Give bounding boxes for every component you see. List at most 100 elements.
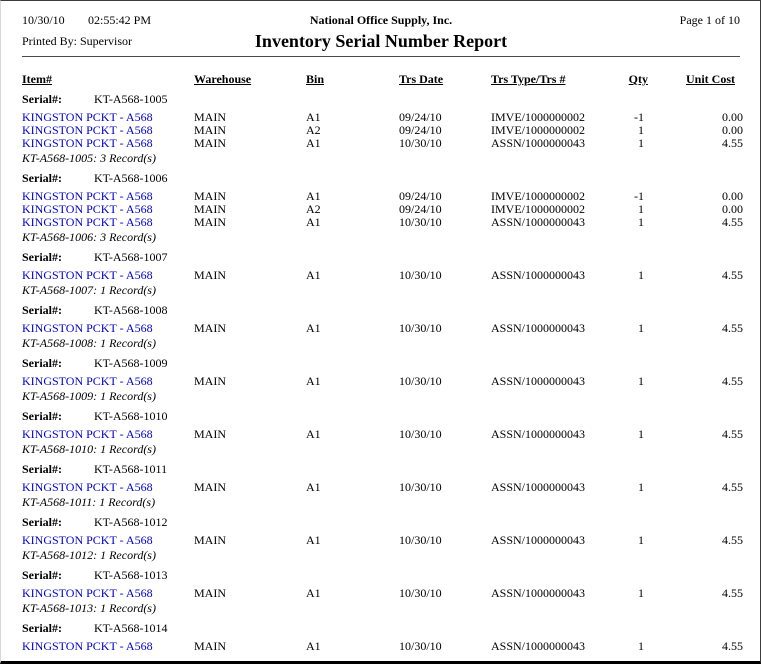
qty-cell: 1 [638,427,644,441]
table-row: KINGSTON PCKT - A568 MAIN A1 09/24/10 IM… [22,111,760,124]
item-link[interactable]: KINGSTON PCKT - A568 [22,136,153,150]
serial-line: Serial#: KT-A568-1012 [22,516,760,529]
section-summary: KT-A568-1007: 1 Record(s) [22,283,156,297]
qty-cell: 1 [638,533,644,547]
column-header-trs-date: Trs Date [399,72,444,86]
serial-value: KT-A568-1008 [94,303,168,317]
serial-label: Serial#: [22,250,62,264]
warehouse-cell: MAIN [194,586,226,600]
trs-date-cell: 09/24/10 [399,202,442,216]
serial-label: Serial#: [22,568,62,582]
column-header-trs-type: Trs Type/Trs # [491,72,566,86]
unit-cost-cell: 4.55 [722,586,743,600]
printed-by: Printed By: Supervisor [22,34,132,48]
warehouse-cell: MAIN [194,639,226,653]
company-name: National Office Supply, Inc. [309,13,453,27]
column-header-unit-cost: Unit Cost [685,72,735,86]
trs-date-cell: 10/30/10 [399,480,442,494]
section-summary: KT-A568-1006: 3 Record(s) [22,230,156,244]
serial-section: Serial#: KT-A568-1011 KINGSTON PCKT - A56… [1,463,760,509]
item-link[interactable]: KINGSTON PCKT - A568 [22,374,153,388]
trs-type-cell: ASSN/1000000043 [491,215,586,229]
trs-date-cell: 10/30/10 [399,215,442,229]
warehouse-cell: MAIN [194,136,226,150]
column-header-bin: Bin [306,72,325,86]
item-link[interactable]: KINGSTON PCKT - A568 [22,480,153,494]
warehouse-cell: MAIN [194,202,226,216]
item-link[interactable]: KINGSTON PCKT - A568 [22,533,153,547]
serial-label: Serial#: [22,92,62,106]
serial-section: Serial#: KT-A568-1010 KINGSTON PCKT - A56… [1,410,760,456]
serial-line: Serial#: KT-A568-1014 [22,622,760,635]
trs-type-cell: IMVE/1000000002 [491,189,585,203]
item-link[interactable]: KINGSTON PCKT - A568 [22,123,153,137]
qty-cell: 1 [638,268,644,282]
trs-type-cell: ASSN/1000000043 [491,374,586,388]
item-link[interactable]: KINGSTON PCKT - A568 [22,110,153,124]
bin-cell: A1 [306,268,321,282]
trs-date-cell: 10/30/10 [399,136,442,150]
unit-cost-cell: 0.00 [722,189,743,203]
unit-cost-cell: 4.55 [722,215,743,229]
item-link[interactable]: KINGSTON PCKT - A568 [22,586,153,600]
section-summary: KT-A568-1008: 1 Record(s) [22,336,156,350]
section-summary: KT-A568-1012: 1 Record(s) [22,548,156,562]
warehouse-cell: MAIN [194,268,226,282]
unit-cost-cell: 4.55 [722,374,743,388]
trs-type-cell: ASSN/1000000043 [491,136,586,150]
bin-cell: A1 [306,321,321,335]
warehouse-cell: MAIN [194,110,226,124]
bin-cell: A1 [306,136,321,150]
column-header-warehouse: Warehouse [194,72,252,86]
item-link[interactable]: KINGSTON PCKT - A568 [22,268,153,282]
serial-label: Serial#: [22,171,62,185]
qty-cell: 1 [638,586,644,600]
serial-section: Serial#: KT-A568-1006 KINGSTON PCKT - A56… [1,172,760,244]
serial-line: Serial#: KT-A568-1008 [22,304,760,317]
header-right: Page 1 of 10 [565,13,740,51]
table-row: KINGSTON PCKT - A568 MAIN A1 10/30/10 AS… [22,216,760,229]
page-number: Page 1 of 10 [679,13,740,27]
item-link[interactable]: KINGSTON PCKT - A568 [22,321,153,335]
serial-line: Serial#: KT-A568-1007 [22,251,760,264]
qty-cell: 1 [638,136,644,150]
print-time: 02:55:42 PM [88,13,152,27]
serial-value: KT-A568-1009 [94,356,168,370]
trs-type-cell: ASSN/1000000043 [491,268,586,282]
bin-cell: A1 [306,639,321,653]
qty-cell: 1 [638,202,644,216]
trs-type-cell: ASSN/1000000043 [491,533,586,547]
bin-cell: A1 [306,374,321,388]
header-divider [22,56,740,57]
bin-cell: A1 [306,189,321,203]
unit-cost-cell: 4.55 [722,136,743,150]
trs-date-cell: 10/30/10 [399,268,442,282]
unit-cost-cell: 0.00 [722,202,743,216]
qty-cell: -1 [634,110,644,124]
item-link[interactable]: KINGSTON PCKT - A568 [22,427,153,441]
unit-cost-cell: 4.55 [722,533,743,547]
trs-type-cell: ASSN/1000000043 [491,321,586,335]
bin-cell: A1 [306,215,321,229]
report-title: Inventory Serial Number Report [254,31,508,51]
serial-value: KT-A568-1013 [94,568,168,582]
section-summary: KT-A568-1009: 1 Record(s) [22,389,156,403]
trs-type-cell: IMVE/1000000002 [491,202,585,216]
warehouse-cell: MAIN [194,427,226,441]
header-left: 10/30/10 02:55:42 PM Printed By: Supervis… [22,13,197,51]
trs-date-cell: 10/30/10 [399,533,442,547]
section-summary: KT-A568-1005: 3 Record(s) [22,151,156,165]
qty-cell: 1 [638,215,644,229]
warehouse-cell: MAIN [194,123,226,137]
item-link[interactable]: KINGSTON PCKT - A568 [22,202,153,216]
item-link[interactable]: KINGSTON PCKT - A568 [22,215,153,229]
trs-date-cell: 09/24/10 [399,110,442,124]
trs-date-cell: 10/30/10 [399,586,442,600]
trs-type-cell: ASSN/1000000043 [491,427,586,441]
table-row: KINGSTON PCKT - A568 MAIN A1 10/30/10 AS… [22,481,760,494]
serial-value: KT-A568-1005 [94,92,168,106]
item-link[interactable]: KINGSTON PCKT - A568 [22,189,153,203]
serial-section: Serial#: KT-A568-1005 KINGSTON PCKT - A56… [1,93,760,165]
serial-line: Serial#: KT-A568-1010 [22,410,760,423]
item-link[interactable]: KINGSTON PCKT - A568 [22,639,153,653]
